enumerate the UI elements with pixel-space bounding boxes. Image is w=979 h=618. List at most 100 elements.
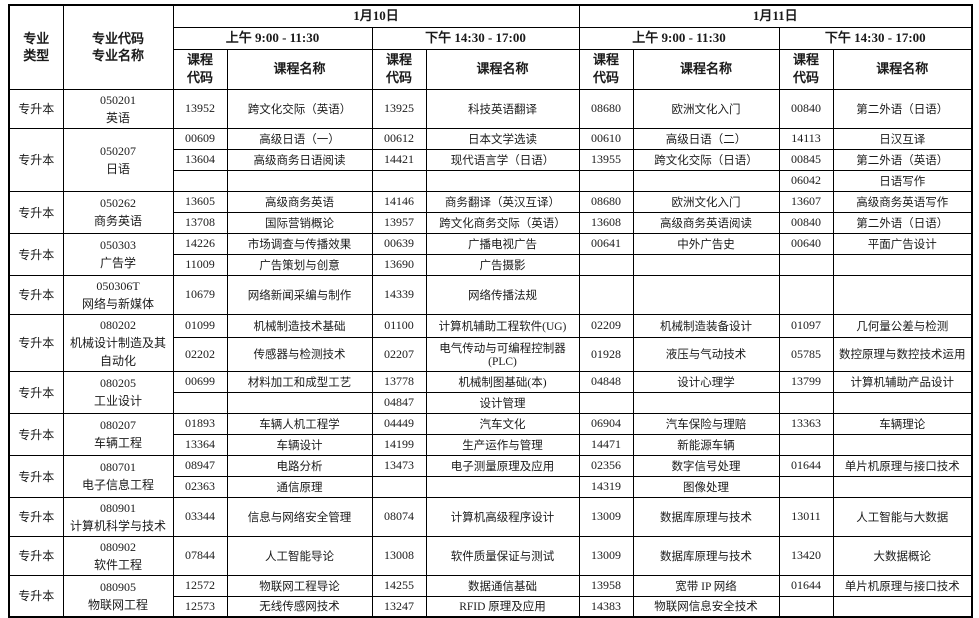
course-code-cell: 14113 <box>778 127 834 150</box>
course-name-cell: 电路分析 <box>226 454 373 477</box>
course-name-cell <box>832 595 973 618</box>
course-name-cell: 通信原理 <box>226 475 373 498</box>
course-code-cell: 06042 <box>778 169 834 192</box>
course-name-cell: 单片机原理与接口技术 <box>832 574 973 597</box>
course-code-cell <box>778 253 834 276</box>
major-type-cell: 专升本 <box>8 496 64 537</box>
course-code-cell <box>578 274 634 315</box>
header-day1-morning: 上午 9:00 - 11:30 <box>172 26 373 50</box>
course-name-cell: 平面广告设计 <box>832 232 973 255</box>
major-code-name-cell: 080205 工业设计 <box>62 370 174 414</box>
schedule-row: 专升本 080202 机械设计制造及其自动化 01099 机械制造技术基础 01100 计… <box>8 313 973 372</box>
course-code-cell: 12573 <box>172 595 228 618</box>
major-type-cell: 专升本 <box>8 574 64 618</box>
schedule-row: 11009 广告策划与创意 13690 广告摄影 <box>9 253 973 276</box>
course-code-cell: 01097 <box>778 313 834 338</box>
course-name-cell: 商务翻译（英汉互译） <box>425 190 580 213</box>
course-code-cell: 13958 <box>578 574 634 597</box>
major-code-name-cell: 050207 日语 <box>62 127 174 192</box>
course-name-cell: 市场调查与传播效果 <box>226 232 373 255</box>
course-code-cell <box>778 391 834 414</box>
course-name-cell <box>226 391 373 414</box>
course-name-cell: 国际营销概论 <box>226 211 373 234</box>
course-code-cell: 13799 <box>778 370 834 393</box>
course-code-cell <box>172 391 228 414</box>
course-name-cell: 高级日语（一） <box>226 127 373 150</box>
course-code-cell: 13955 <box>578 148 634 171</box>
course-code-cell: 14146 <box>371 190 427 213</box>
course-name-cell: 跨文化交际（日语） <box>632 148 780 171</box>
course-name-cell: 计算机辅助工程软件(UG) <box>425 313 580 338</box>
course-name-cell: 高级日语（二） <box>632 127 780 150</box>
course-code-cell: 08680 <box>578 88 634 129</box>
major-code-name-cell: 080902 软件工程 <box>62 535 174 576</box>
major-code-name-cell: 080202 机械设计制造及其自动化 <box>62 313 174 372</box>
course-code-cell: 13690 <box>371 253 427 276</box>
header-course-columns-row: 课程 代码 课程名称 课程 代码 课程名称 课程 代码 课程名称 课程 代码 课… <box>9 48 973 90</box>
course-name-cell: 机械制造装备设计 <box>632 313 780 338</box>
major-type-cell: 专升本 <box>8 535 64 576</box>
course-code-cell <box>778 433 834 456</box>
header-course-name: 课程名称 <box>832 48 973 90</box>
header-major-code-name: 专业代码 专业名称 <box>62 4 174 90</box>
major-code-name-cell: 050201 英语 <box>62 88 174 129</box>
header-course-code: 课程 代码 <box>371 48 427 90</box>
course-code-cell: 00840 <box>778 211 834 234</box>
course-code-cell: 13952 <box>172 88 228 129</box>
course-code-cell: 00699 <box>172 370 228 393</box>
course-code-cell: 14319 <box>578 475 634 498</box>
course-name-cell: 计算机高级程序设计 <box>425 496 580 537</box>
schedule-row: 专升本 080901 计算机科学与技术 03344 信息与网络安全管理 08074 计算机… <box>8 496 973 537</box>
course-code-cell <box>578 169 634 192</box>
course-name-cell: 大数据概论 <box>832 535 973 576</box>
course-code-cell: 13605 <box>172 190 228 213</box>
schedule-row: 专升本 080205 工业设计 00699 材料加工和成型工艺 13778 机械制图基础(… <box>8 370 973 414</box>
course-name-cell: 网络传播法规 <box>425 274 580 315</box>
course-name-cell <box>832 274 973 315</box>
major-type-cell: 专升本 <box>8 274 64 315</box>
major-code-name-cell: 080901 计算机科学与技术 <box>62 496 174 537</box>
course-code-cell <box>578 253 634 276</box>
course-code-cell: 01644 <box>778 574 834 597</box>
course-code-cell: 10679 <box>172 274 228 315</box>
course-code-cell: 03344 <box>172 496 228 537</box>
course-code-cell <box>371 169 427 192</box>
course-name-cell: 欧洲文化入门 <box>632 88 780 129</box>
course-name-cell: 机械制图基础(本) <box>425 370 580 393</box>
course-code-cell: 14199 <box>371 433 427 456</box>
course-name-cell: 车辆理论 <box>832 412 973 435</box>
course-name-cell: 广播电视广告 <box>425 232 580 255</box>
course-name-cell: 欧洲文化入门 <box>632 190 780 213</box>
course-code-cell <box>371 475 427 498</box>
schedule-row: 专升本 050303 广告学 14226 市场调查与传播效果 00639 广播电视广告 00… <box>8 232 973 276</box>
header-major-type: 专业 类型 <box>8 4 64 90</box>
course-code-cell: 00610 <box>578 127 634 150</box>
course-name-cell: 高级商务日语阅读 <box>226 148 373 171</box>
course-name-cell: 高级商务英语 <box>226 190 373 213</box>
schedule-row: 专升本 050262 商务英语 13605 高级商务英语 14146 商务翻译（英汉互译）… <box>8 190 973 234</box>
course-name-cell: 物联网工程导论 <box>226 574 373 597</box>
course-code-cell: 13607 <box>778 190 834 213</box>
course-name-cell: 第二外语（日语） <box>832 211 973 234</box>
header-date-row: 专业 类型 专业代码 专业名称 1月10日 1月11日 <box>8 4 973 90</box>
course-code-cell: 12572 <box>172 574 228 597</box>
major-code-name-cell: 080207 车辆工程 <box>62 412 174 456</box>
course-code-cell <box>778 274 834 315</box>
course-name-cell: 电子测量原理及应用 <box>425 454 580 477</box>
course-code-cell: 14383 <box>578 595 634 618</box>
course-code-cell: 14421 <box>371 148 427 171</box>
course-code-cell: 01928 <box>578 336 634 372</box>
major-code-name-cell: 050306T 网络与新媒体 <box>62 274 174 315</box>
course-code-cell: 08947 <box>172 454 228 477</box>
course-name-cell: 广告摄影 <box>425 253 580 276</box>
course-code-cell: 14471 <box>578 433 634 456</box>
major-type-cell: 专升本 <box>8 454 64 498</box>
course-name-cell: 数控原理与数控技术运用 <box>832 336 973 372</box>
course-code-cell: 13008 <box>371 535 427 576</box>
course-code-cell: 13708 <box>172 211 228 234</box>
major-code-name-cell: 050262 商务英语 <box>62 190 174 234</box>
course-code-cell: 13473 <box>371 454 427 477</box>
course-name-cell: 汽车文化 <box>425 412 580 435</box>
course-name-cell: RFID 原理及应用 <box>425 595 580 618</box>
course-name-cell <box>632 253 780 276</box>
